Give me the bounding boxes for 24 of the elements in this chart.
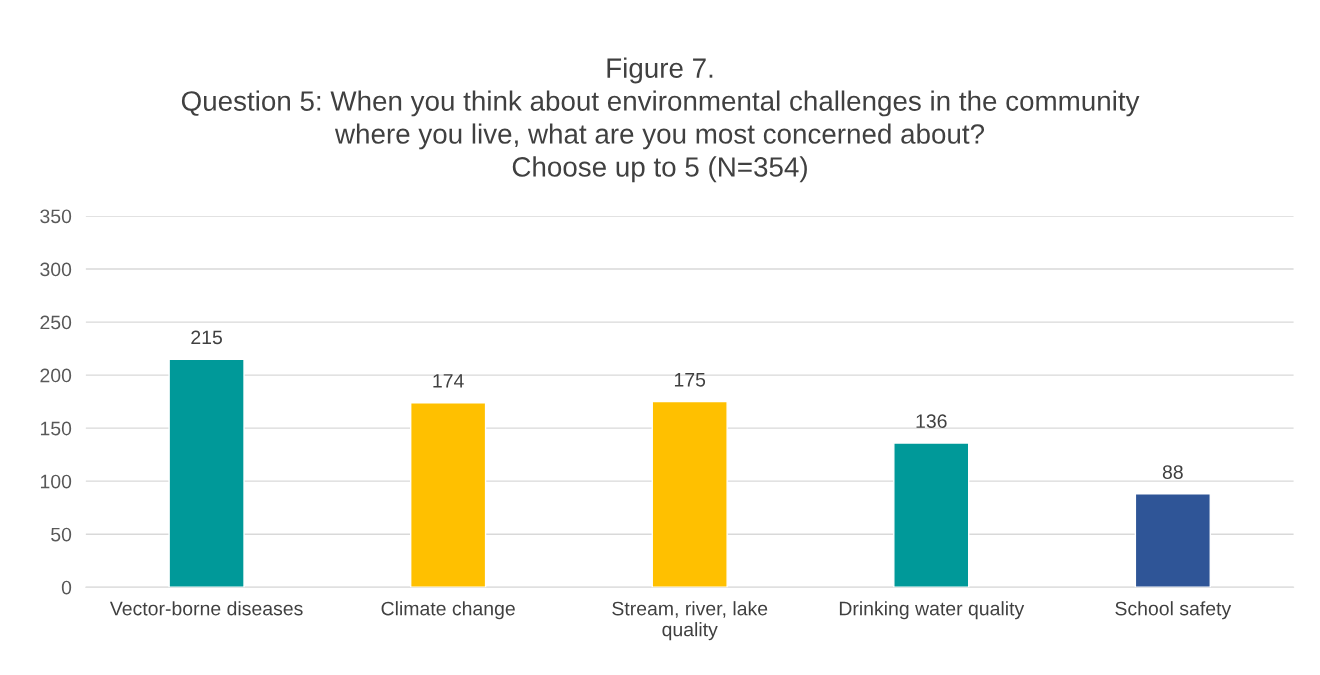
bar (410, 401, 487, 588)
y-tick-label: 50 (51, 527, 72, 542)
bar (168, 358, 245, 588)
y-tick-label: 150 (40, 421, 72, 436)
data-label: 88 (1162, 465, 1183, 479)
bar (893, 442, 970, 588)
bar (651, 400, 728, 588)
x-tick-label: School safety (1115, 601, 1232, 620)
bar (1134, 493, 1211, 588)
x-tick-label: Drinking water quality (839, 601, 1025, 620)
chart-title: Figure 7. Question 5: When you think about environmental challenges in the community where you live, what are you most concerned about? Choose up to 5 (N=354) (181, 57, 1140, 183)
x-tick-label: Climate change (381, 601, 515, 620)
x-tick-label: Stream, river, lake quality (612, 601, 768, 641)
data-label: 215 (191, 330, 222, 345)
data-label: 136 (916, 414, 947, 429)
data-label: 174 (433, 374, 464, 388)
y-tick-label: 250 (40, 315, 72, 330)
y-tick-label: 0 (61, 580, 72, 595)
x-tick-label: Vector-borne diseases (109, 601, 303, 616)
data-label: 175 (674, 373, 706, 387)
y-tick-label: 100 (40, 474, 72, 489)
y-tick-label: 300 (40, 262, 72, 277)
y-tick-label: 200 (40, 368, 72, 383)
y-tick-label: 350 (40, 209, 72, 224)
